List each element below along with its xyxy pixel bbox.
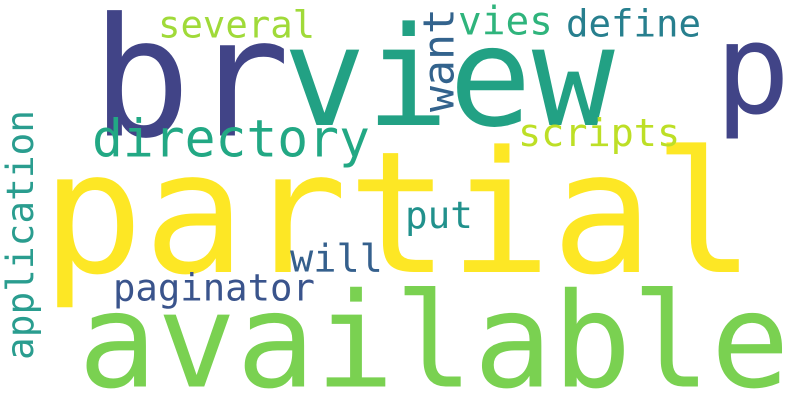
word-paginator: paginator (113, 265, 315, 310)
word-partial: partial (41, 115, 756, 312)
word-define: define (566, 1, 702, 46)
word-scripts: scripts (518, 111, 681, 156)
word-put: put (405, 193, 473, 237)
word-view: view (283, 0, 615, 158)
word-directory: directory (92, 109, 370, 170)
word-p: p (715, 0, 791, 143)
word-application: application (0, 109, 42, 360)
word-several: several (158, 2, 316, 47)
word-br: br (91, 0, 291, 175)
word-want: want (414, 8, 465, 112)
word-available: available (78, 264, 790, 400)
word-vies: vies (458, 0, 553, 45)
word-will: will (290, 236, 383, 282)
